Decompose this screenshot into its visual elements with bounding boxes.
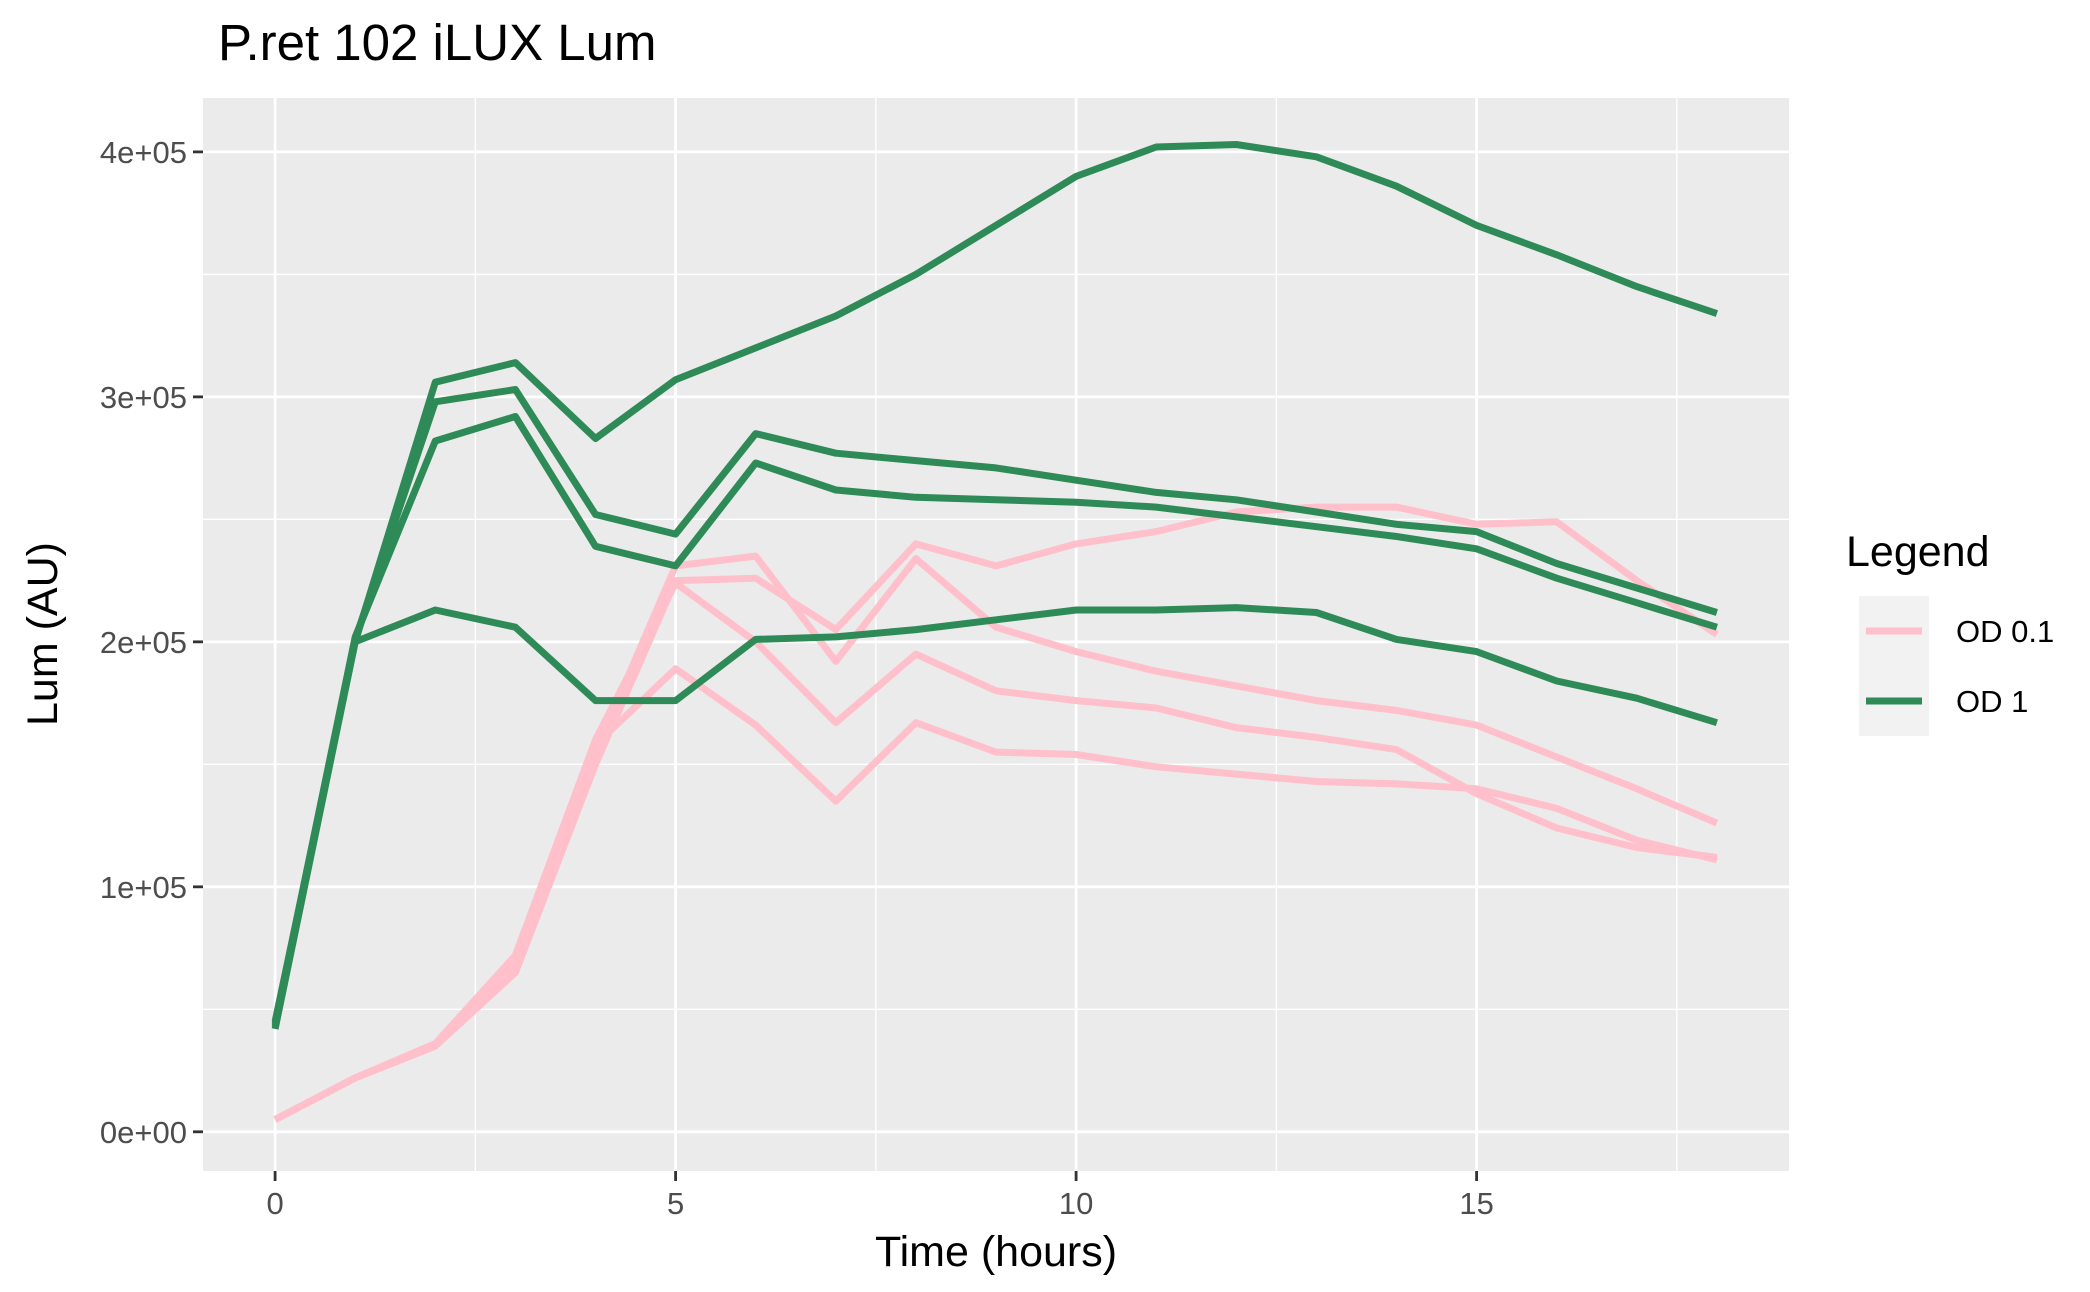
- series-line-od-1-6: [271, 413, 1718, 1025]
- x-tick-label-2: 10: [1059, 1186, 1093, 1221]
- y-tick-label-2: 2e+05: [100, 625, 187, 660]
- series-line-od-0-1-3: [273, 665, 1718, 1123]
- legend-label-0: OD 0.1: [1956, 614, 2054, 649]
- chart-title: P.ret 102 iLUX Lum: [218, 14, 656, 71]
- series-line-od-1-4: [271, 141, 1719, 1030]
- x-axis-title: Time (hours): [875, 1228, 1117, 1276]
- legend: Legend OD 0.1 OD 1: [1846, 528, 2054, 736]
- x-tick-label-3: 15: [1459, 1186, 1493, 1221]
- y-tick-label-0: 0e+00: [100, 1115, 187, 1150]
- y-axis-title: Lum (AU): [19, 542, 67, 726]
- y-tick-label-1: 1e+05: [100, 870, 187, 905]
- plot-panel: [203, 98, 1789, 1171]
- series-line-od-0-1-0: [273, 503, 1719, 1123]
- x-tick-label-0: 0: [266, 1186, 283, 1221]
- y-axis: 0e+00 1e+05 2e+05 3e+05 4e+05: [100, 135, 203, 1150]
- x-axis: 0 5 10 15: [266, 1171, 1494, 1221]
- legend-label-1: OD 1: [1956, 684, 2028, 719]
- y-tick-label-4: 4e+05: [100, 135, 187, 170]
- series-line-od-1-7: [271, 604, 1718, 1023]
- legend-items: OD 0.1 OD 1: [1859, 596, 2054, 736]
- series-layer: [271, 141, 1719, 1123]
- legend-title: Legend: [1846, 528, 1990, 576]
- series-line-od-1-5: [271, 386, 1718, 1028]
- y-tick-label-3: 3e+05: [100, 380, 187, 415]
- x-tick-label-1: 5: [667, 1186, 684, 1221]
